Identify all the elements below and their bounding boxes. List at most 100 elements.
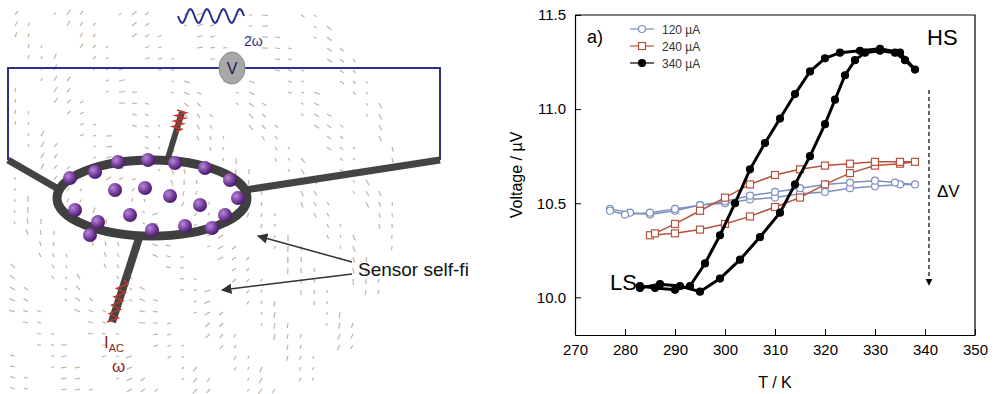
field-dash	[14, 188, 15, 191]
field-dash	[89, 389, 93, 390]
field-dash	[287, 257, 289, 263]
field-dash	[104, 252, 106, 257]
field-dash	[155, 389, 158, 391]
y-tick: 10.0	[537, 289, 581, 306]
field-dash	[351, 334, 353, 338]
data-point	[747, 213, 754, 220]
molecule	[198, 161, 212, 175]
series-line	[650, 162, 915, 235]
current-label: IAC	[104, 333, 124, 354]
molecule	[163, 189, 177, 203]
field-dash	[129, 300, 132, 301]
field-dash	[340, 59, 344, 62]
field-dash	[158, 147, 160, 149]
field-dash	[127, 389, 132, 392]
field-dash	[210, 114, 212, 117]
field-dash	[248, 169, 249, 174]
legend-marker	[639, 60, 646, 67]
field-dash	[340, 48, 344, 52]
field-dash	[234, 345, 236, 348]
field-dash	[262, 14, 268, 16]
field-dash	[10, 387, 15, 389]
field-dash	[288, 58, 292, 60]
field-dash	[207, 389, 210, 393]
field-dash	[127, 367, 132, 369]
field-dash	[353, 70, 356, 73]
field-dash	[39, 252, 41, 257]
field-dash	[80, 199, 82, 202]
field-dash	[194, 300, 197, 302]
figure: V2ωIACωSensor self-fi2702802903003103203…	[0, 0, 1000, 394]
field-dash	[234, 367, 236, 371]
field-dash	[37, 344, 41, 345]
field-dash	[209, 147, 211, 151]
field-dash	[184, 92, 189, 95]
field-dash	[313, 268, 315, 272]
field-dash	[116, 333, 119, 334]
field-dash	[219, 312, 223, 315]
x-tick-label: 350	[963, 341, 988, 358]
field-dash	[223, 47, 227, 49]
field-dash	[193, 378, 197, 383]
field-dash	[275, 36, 280, 38]
field-dash	[326, 301, 327, 304]
field-dash	[37, 321, 41, 323]
field-dash	[392, 147, 393, 152]
data-point	[777, 115, 784, 122]
field-dash	[194, 311, 197, 313]
field-dash	[275, 69, 280, 71]
field-dash	[340, 147, 343, 150]
field-dash	[51, 333, 54, 335]
field-dash	[261, 224, 262, 228]
field-dash	[182, 378, 184, 380]
x-tick-mark	[675, 329, 676, 335]
field-dash	[28, 22, 30, 26]
field-dash	[314, 92, 320, 94]
field-dash	[379, 114, 382, 119]
field-dash	[106, 135, 112, 136]
field-dash	[80, 11, 83, 15]
field-dash	[197, 47, 203, 49]
field-dash	[275, 158, 277, 162]
field-dash	[67, 77, 70, 81]
data-point	[857, 47, 864, 54]
field-dash	[117, 253, 119, 257]
field-dash	[366, 81, 368, 84]
field-dash	[287, 235, 288, 241]
data-point	[747, 181, 754, 188]
field-dash	[288, 158, 290, 161]
molecule	[63, 171, 77, 185]
field-dash	[288, 92, 292, 93]
coil-bottom	[107, 280, 128, 322]
field-dash	[27, 133, 29, 136]
field-dash	[93, 45, 96, 48]
field-dash	[14, 110, 16, 114]
field-dash	[350, 345, 353, 349]
sensor-ring	[57, 160, 247, 236]
field-dash	[300, 356, 301, 360]
field-dash	[37, 333, 41, 335]
field-dash	[353, 59, 355, 62]
field-dash	[235, 158, 236, 164]
field-dash	[378, 290, 379, 294]
field-dash	[65, 288, 67, 290]
field-dash	[353, 257, 354, 263]
field-dash	[327, 235, 329, 239]
field-dash	[54, 143, 57, 147]
field-dash	[391, 202, 393, 206]
field-dash	[197, 136, 199, 141]
y-axis: 10.010.511.011.5	[537, 6, 581, 335]
field-dash	[119, 13, 121, 15]
field-dash	[197, 92, 201, 95]
data-point	[772, 188, 779, 195]
field-dash	[93, 135, 96, 137]
field-dash	[184, 25, 187, 26]
field-dash	[353, 235, 355, 241]
field-dash	[37, 311, 41, 312]
field-dash	[248, 367, 249, 370]
field-dash	[326, 312, 327, 315]
field-dash	[166, 256, 171, 257]
data-point	[807, 68, 814, 75]
field-dash	[301, 80, 304, 82]
field-dash	[353, 191, 355, 193]
